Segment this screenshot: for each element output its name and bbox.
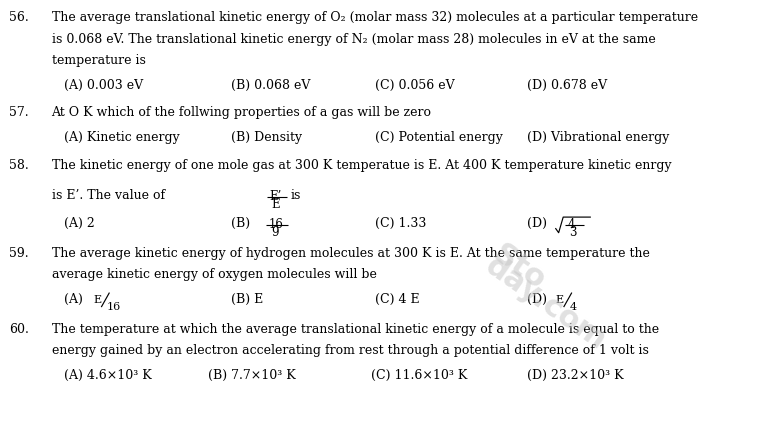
Text: (D) Vibrational energy: (D) Vibrational energy — [527, 131, 669, 144]
Text: (B) 7.7×10³ K: (B) 7.7×10³ K — [208, 369, 296, 382]
Text: (B) 0.068 eV: (B) 0.068 eV — [231, 78, 311, 91]
Text: E: E — [556, 295, 564, 305]
Text: (C) 11.6×10³ K: (C) 11.6×10³ K — [371, 369, 468, 382]
Text: 56.: 56. — [9, 11, 29, 24]
Text: temperature is: temperature is — [52, 54, 146, 67]
Text: (D): (D) — [527, 293, 547, 306]
Text: 9: 9 — [271, 226, 279, 239]
Text: energy gained by an electron accelerating from rest through a potential differen: energy gained by an electron acceleratin… — [52, 344, 648, 357]
Text: 4: 4 — [569, 302, 576, 312]
Text: 4: 4 — [568, 218, 575, 231]
Text: 57.: 57. — [9, 107, 29, 120]
Text: (A) 2: (A) 2 — [64, 217, 96, 230]
Text: day.com: day.com — [480, 251, 612, 355]
Text: (C) 1.33: (C) 1.33 — [375, 217, 427, 230]
Text: (B) Density: (B) Density — [231, 131, 302, 144]
Text: (A): (A) — [64, 293, 83, 306]
Text: (D) 23.2×10³ K: (D) 23.2×10³ K — [527, 369, 623, 382]
Text: (B) E: (B) E — [231, 293, 264, 306]
Text: (A) 4.6×10³ K: (A) 4.6×10³ K — [64, 369, 152, 382]
Text: is: is — [290, 189, 301, 202]
Text: (C) Potential energy: (C) Potential energy — [375, 131, 503, 144]
Text: The average translational kinetic energy of O₂ (molar mass 32) molecules at a pa: The average translational kinetic energy… — [52, 11, 697, 24]
Text: Sto: Sto — [487, 239, 551, 296]
Text: (A) Kinetic energy: (A) Kinetic energy — [64, 131, 180, 144]
Text: The temperature at which the average translational kinetic energy of a molecule : The temperature at which the average tra… — [52, 322, 659, 336]
Text: 16: 16 — [107, 302, 121, 312]
Text: average kinetic energy of oxygen molecules will be: average kinetic energy of oxygen molecul… — [52, 268, 377, 281]
Text: 59.: 59. — [9, 247, 29, 260]
Text: (A) 0.003 eV: (A) 0.003 eV — [64, 78, 143, 91]
Text: 58.: 58. — [9, 159, 29, 172]
Text: E: E — [271, 198, 280, 211]
Text: The kinetic energy of one mole gas at 300 K temperatue is E. At 400 K temperatur: The kinetic energy of one mole gas at 30… — [52, 159, 671, 172]
Text: 60.: 60. — [9, 322, 29, 336]
Text: 16: 16 — [269, 218, 284, 231]
Text: 3: 3 — [569, 226, 577, 239]
Text: (C) 0.056 eV: (C) 0.056 eV — [375, 78, 455, 91]
Text: (D) 0.678 eV: (D) 0.678 eV — [527, 78, 607, 91]
Text: The average kinetic energy of hydrogen molecules at 300 K is E. At the same temp: The average kinetic energy of hydrogen m… — [52, 247, 650, 260]
Text: is E’. The value of: is E’. The value of — [52, 189, 164, 202]
Text: is 0.068 eV. The translational kinetic energy of N₂ (molar mass 28) molecules in: is 0.068 eV. The translational kinetic e… — [52, 33, 656, 45]
Text: (C) 4 E: (C) 4 E — [375, 293, 420, 306]
Text: E’: E’ — [269, 190, 281, 203]
Text: E: E — [93, 295, 102, 305]
Text: At O K which of the follwing properties of a gas will be zero: At O K which of the follwing properties … — [52, 107, 431, 120]
Text: (D): (D) — [527, 217, 547, 230]
Text: (B): (B) — [231, 217, 250, 230]
